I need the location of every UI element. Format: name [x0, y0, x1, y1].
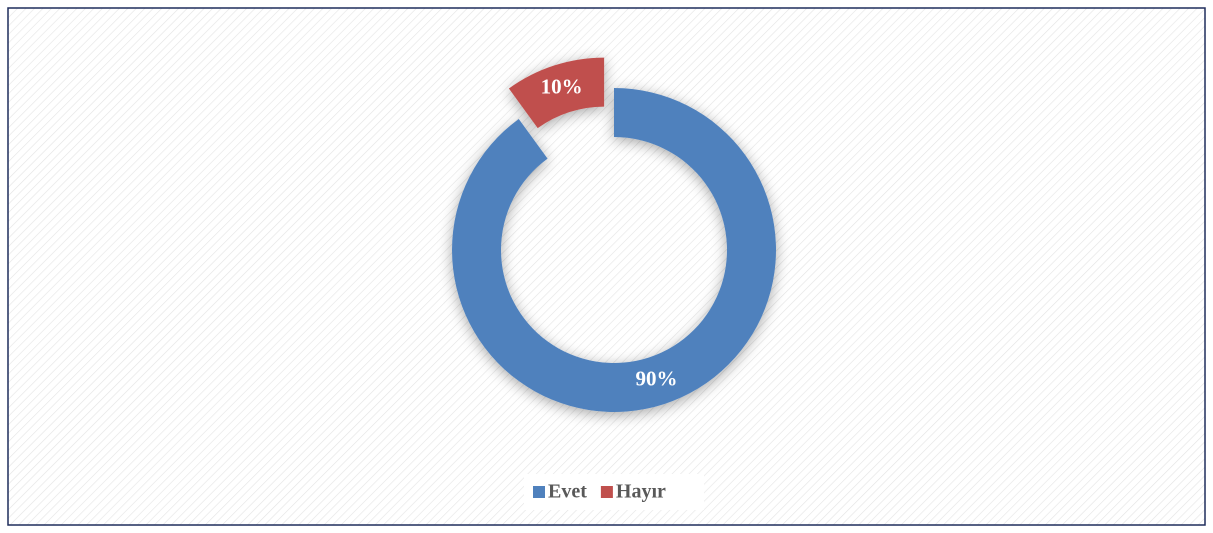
- legend-swatch: [600, 486, 613, 498]
- legend-label: Evet: [548, 481, 587, 503]
- legend-box: [524, 474, 704, 510]
- donut: [452, 57, 777, 413]
- legend-label: Hayır: [616, 481, 666, 503]
- data-label: 90%: [635, 367, 677, 391]
- chart-frame: [7, 7, 1206, 526]
- data-label: 10%: [541, 75, 583, 99]
- legend-swatch: [533, 486, 545, 498]
- donut-slice: [508, 57, 605, 129]
- donut-slice: [452, 88, 777, 413]
